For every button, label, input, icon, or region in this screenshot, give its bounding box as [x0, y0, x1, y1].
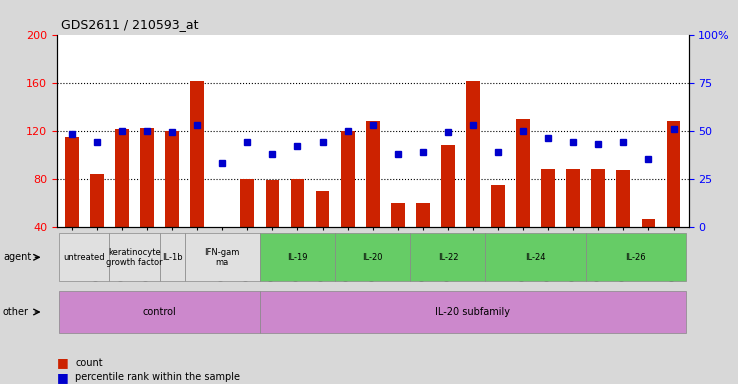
Text: agent: agent — [3, 252, 31, 262]
Bar — [591, 169, 605, 227]
Bar — [492, 185, 505, 227]
Bar — [541, 169, 555, 227]
Text: IL-1b: IL-1b — [162, 253, 182, 262]
Bar — [159, 233, 184, 281]
Text: IL-20 subfamily: IL-20 subfamily — [435, 307, 511, 317]
Bar — [641, 219, 655, 227]
Bar — [115, 129, 129, 227]
Bar — [666, 121, 680, 227]
Bar — [260, 291, 686, 333]
Text: IFN-gam
ma: IFN-gam ma — [204, 248, 240, 267]
Bar — [291, 179, 304, 227]
Bar — [366, 121, 379, 227]
Text: IL-19: IL-19 — [287, 253, 308, 262]
Text: ■: ■ — [57, 356, 69, 369]
Text: untreated: untreated — [63, 253, 106, 262]
Bar — [65, 137, 79, 227]
Bar — [316, 190, 329, 227]
Text: GDS2611 / 210593_at: GDS2611 / 210593_at — [61, 18, 198, 31]
Text: IL-20: IL-20 — [362, 253, 383, 262]
Bar — [90, 174, 104, 227]
Bar — [391, 203, 404, 227]
Bar — [260, 233, 335, 281]
Bar — [59, 233, 109, 281]
Text: control: control — [142, 307, 176, 317]
Text: IL-26: IL-26 — [626, 253, 646, 262]
Bar — [586, 233, 686, 281]
Bar — [266, 180, 279, 227]
Bar — [59, 291, 260, 333]
Bar — [566, 169, 580, 227]
Bar — [416, 203, 430, 227]
Text: other: other — [3, 307, 29, 317]
Bar — [516, 119, 530, 227]
Bar — [109, 233, 159, 281]
Bar — [466, 81, 480, 227]
Bar — [335, 233, 410, 281]
Bar — [410, 233, 486, 281]
Bar — [486, 233, 586, 281]
Text: percentile rank within the sample: percentile rank within the sample — [75, 372, 241, 382]
Text: IL-22: IL-22 — [438, 253, 458, 262]
Bar — [190, 81, 204, 227]
Text: IL-24: IL-24 — [525, 253, 546, 262]
Bar — [140, 128, 154, 227]
Text: ■: ■ — [57, 371, 69, 384]
Bar — [165, 131, 179, 227]
Text: keratinocyte
growth factor: keratinocyte growth factor — [106, 248, 163, 267]
Bar — [616, 170, 630, 227]
Bar — [241, 179, 254, 227]
Bar — [184, 233, 260, 281]
Bar — [341, 131, 354, 227]
Text: count: count — [75, 358, 103, 368]
Bar — [441, 145, 455, 227]
